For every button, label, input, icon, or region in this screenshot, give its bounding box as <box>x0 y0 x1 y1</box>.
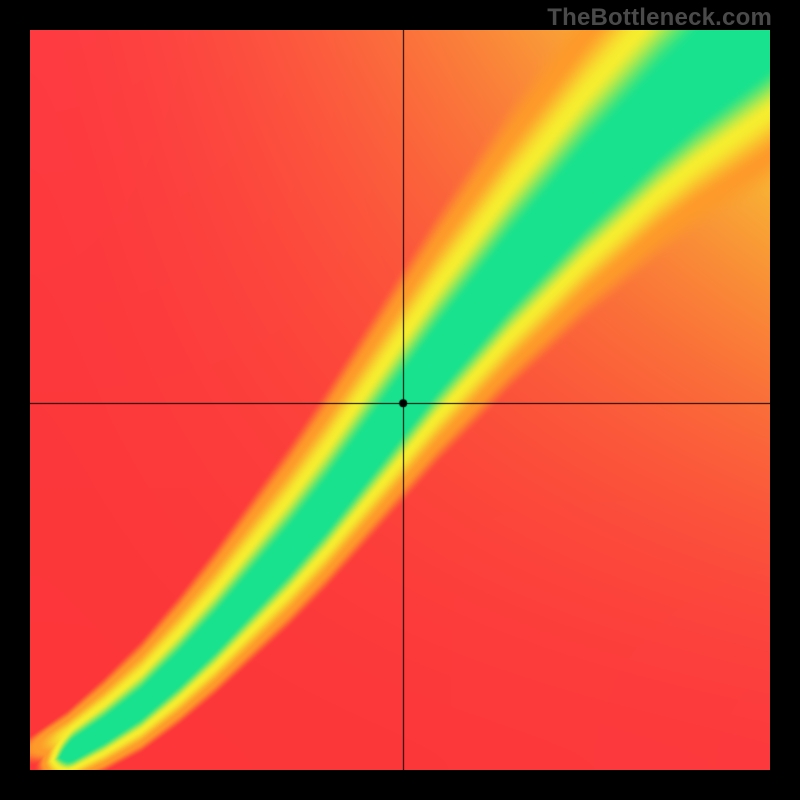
chart-frame: TheBottleneck.com <box>0 0 800 800</box>
watermark-text: TheBottleneck.com <box>547 4 772 32</box>
heatmap-plot <box>30 30 770 770</box>
heatmap-canvas <box>30 30 770 770</box>
